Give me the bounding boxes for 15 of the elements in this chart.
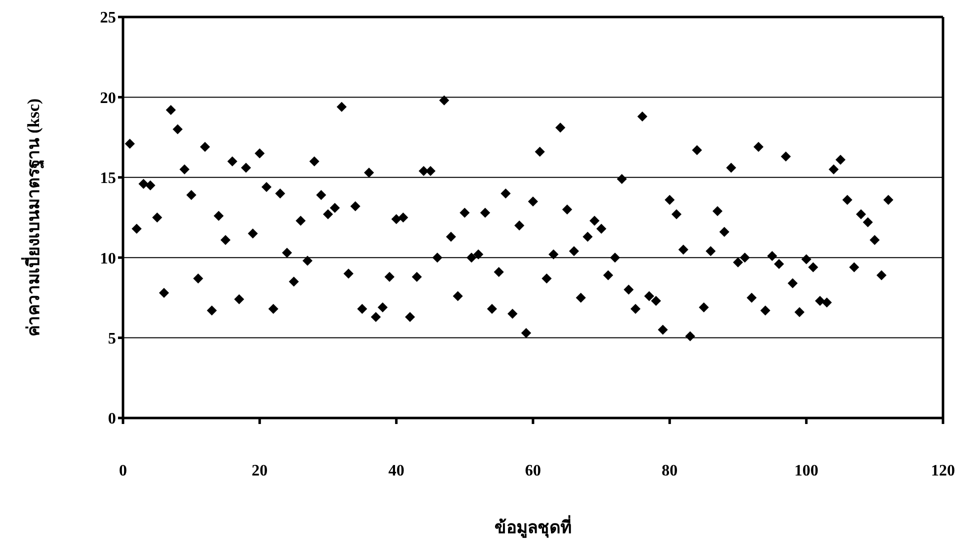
x-tick-label: 100: [794, 462, 818, 480]
y-tick-label: 25: [100, 10, 116, 27]
y-tick-label: 20: [100, 90, 116, 107]
y-tick-label: 10: [100, 250, 116, 268]
x-tick-label: 120: [931, 462, 955, 480]
y-tick-label: 5: [108, 330, 116, 348]
x-tick-label: 80: [662, 462, 678, 480]
x-tick-label: 0: [119, 462, 127, 480]
y-tick-label: 15: [100, 170, 116, 188]
x-axis-title: ข้อมูลชุดที่: [494, 515, 572, 539]
y-axis-title: ค่าความเบี่ยงเบนมาตรฐาน (ksc): [21, 98, 46, 337]
x-tick-label: 60: [525, 462, 541, 480]
x-tick-label: 40: [388, 462, 404, 480]
x-tick-label: 20: [252, 462, 268, 480]
y-tick-label: 0: [108, 410, 116, 428]
